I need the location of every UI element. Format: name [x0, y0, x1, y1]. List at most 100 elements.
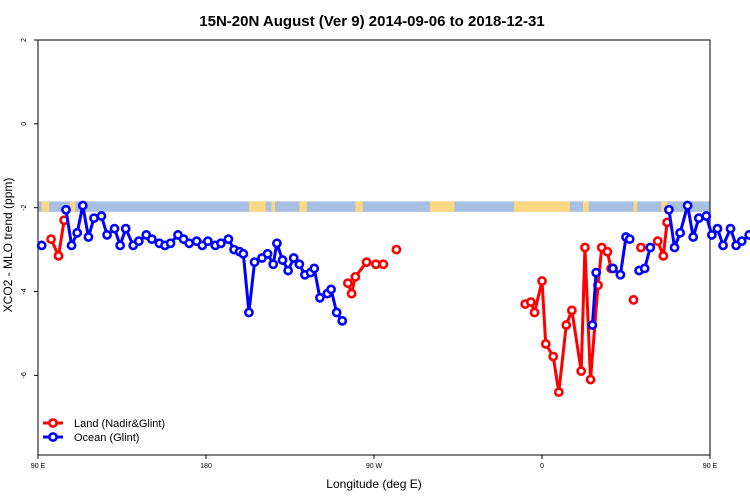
data-point	[238, 248, 249, 259]
land-strip-block	[299, 201, 307, 212]
data-point	[72, 227, 83, 238]
land-strip-block	[248, 201, 266, 212]
data-point	[718, 240, 728, 251]
land-strip-block	[633, 201, 638, 212]
data-point	[314, 292, 325, 303]
data-point	[636, 242, 646, 253]
data-point	[658, 250, 669, 261]
legend-label: Ocean (Glint)	[74, 432, 139, 444]
data-point	[146, 234, 157, 245]
data-point	[202, 236, 213, 247]
data-point	[566, 305, 577, 316]
data-point	[262, 248, 273, 259]
data-point	[591, 267, 602, 278]
data-point	[378, 259, 389, 270]
y-tick-label: 0	[21, 122, 28, 126]
data-point	[115, 240, 126, 251]
series-line	[590, 272, 598, 326]
data-point	[391, 244, 402, 255]
data-point	[548, 351, 559, 362]
data-point	[89, 213, 99, 224]
land-strip-block	[661, 201, 668, 212]
data-point	[744, 230, 750, 240]
data-point	[165, 238, 176, 249]
data-point	[96, 211, 107, 221]
data-point	[624, 234, 635, 245]
data-point	[342, 278, 353, 289]
y-axis-label: XCO2 - MLO trend (ppm)	[1, 178, 15, 313]
data-point	[294, 259, 305, 270]
data-point	[53, 250, 64, 261]
y-tick-label: -2	[21, 204, 28, 210]
data-point	[277, 255, 288, 265]
data-point	[706, 230, 717, 240]
series-layer	[36, 200, 750, 398]
data-point	[283, 265, 294, 276]
data-point	[712, 223, 723, 234]
data-point	[268, 259, 279, 270]
data-point	[46, 234, 56, 245]
data-point	[109, 223, 120, 234]
data-point	[288, 253, 299, 263]
data-point	[664, 204, 674, 215]
data-point	[675, 227, 686, 238]
y-tick-label: -6	[21, 372, 28, 378]
data-point	[272, 238, 282, 249]
data-point	[580, 242, 590, 253]
x-tick-label: 90 W	[366, 463, 383, 470]
data-point	[216, 238, 226, 249]
data-point	[66, 240, 77, 251]
data-point	[561, 320, 572, 330]
data-point	[83, 232, 94, 242]
land-strip-block	[430, 201, 455, 212]
data-point	[628, 294, 639, 305]
data-point	[223, 234, 234, 245]
data-point	[736, 236, 747, 247]
data-point	[701, 211, 712, 221]
legend-marker	[48, 432, 58, 442]
data-point	[639, 263, 650, 274]
legend-label: Land (Nadir&Glint)	[74, 418, 165, 430]
data-point	[540, 339, 551, 349]
data-point	[331, 307, 342, 318]
data-point	[615, 269, 626, 280]
x-axis-label: Longitude (deg E)	[326, 477, 421, 491]
data-point	[602, 246, 613, 257]
data-point	[576, 366, 587, 377]
data-point	[61, 204, 71, 215]
data-point	[249, 257, 260, 268]
data-point	[682, 200, 693, 211]
land-strip-block	[271, 201, 276, 212]
land-strip-block	[355, 201, 363, 212]
data-point	[669, 242, 680, 253]
x-tick-label: 0	[540, 463, 544, 470]
data-point	[652, 236, 663, 247]
data-point	[725, 223, 736, 234]
data-point	[102, 230, 112, 240]
data-point	[585, 374, 596, 385]
data-point	[553, 387, 564, 398]
data-point	[693, 213, 704, 224]
data-point	[36, 240, 47, 251]
data-point	[77, 200, 88, 211]
land-strip-block	[583, 201, 589, 212]
data-point	[326, 284, 336, 295]
data-point	[309, 263, 320, 274]
data-point	[337, 315, 348, 326]
x-tick-label: 180	[200, 463, 212, 470]
land-strip-block	[41, 201, 50, 212]
land-strip-block	[514, 201, 570, 212]
x-tick-label: 90 E	[703, 463, 718, 470]
data-point	[361, 257, 372, 268]
land-ocean-strip	[38, 201, 710, 212]
data-point	[645, 242, 656, 253]
ocean-strip	[38, 201, 710, 212]
data-point	[133, 236, 144, 247]
legend: Land (Nadir&Glint) Ocean (Glint)	[43, 418, 165, 444]
data-point	[525, 297, 536, 307]
data-point	[120, 223, 131, 234]
data-point	[537, 276, 547, 286]
data-point	[608, 263, 618, 274]
data-point	[346, 288, 357, 299]
